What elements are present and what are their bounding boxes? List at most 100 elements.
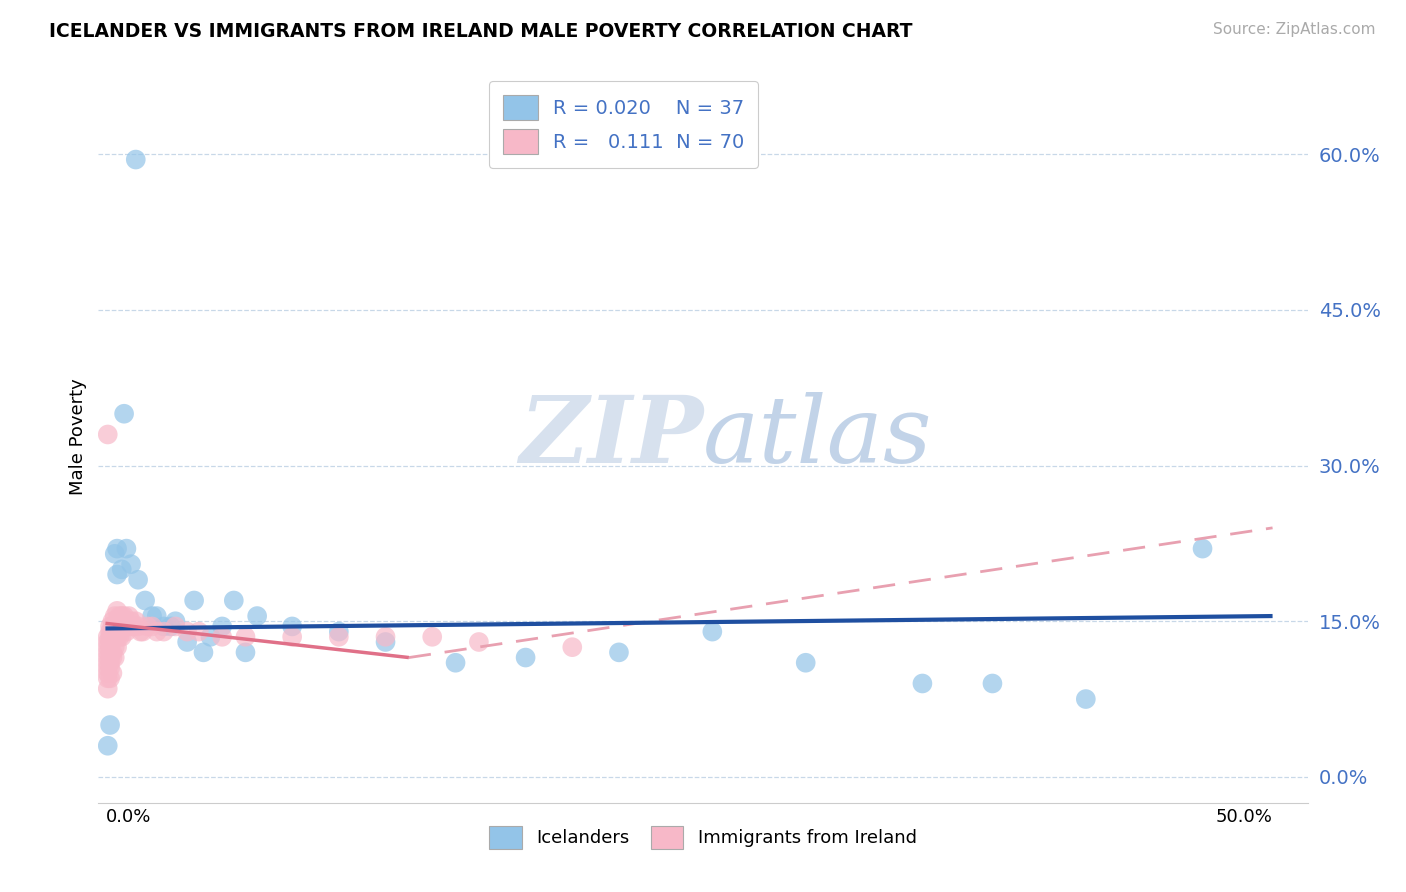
Point bbox=[911, 676, 934, 690]
Point bbox=[134, 593, 156, 607]
Point bbox=[98, 671, 121, 685]
Point bbox=[105, 604, 128, 618]
Point bbox=[101, 645, 124, 659]
Point bbox=[127, 573, 149, 587]
Point bbox=[97, 666, 120, 681]
Point bbox=[101, 630, 124, 644]
Point bbox=[129, 624, 152, 639]
Point bbox=[111, 630, 134, 644]
Point bbox=[105, 567, 128, 582]
Point bbox=[183, 593, 205, 607]
Point bbox=[120, 557, 142, 571]
Point bbox=[152, 624, 174, 639]
Point bbox=[118, 609, 141, 624]
Point bbox=[97, 640, 120, 655]
Point bbox=[108, 619, 131, 633]
Point bbox=[141, 609, 163, 624]
Point bbox=[97, 635, 120, 649]
Point bbox=[1074, 692, 1097, 706]
Point bbox=[374, 635, 396, 649]
Point bbox=[111, 562, 134, 576]
Point bbox=[97, 650, 120, 665]
Point bbox=[132, 624, 155, 639]
Point bbox=[1191, 541, 1213, 556]
Point bbox=[607, 645, 630, 659]
Point bbox=[105, 630, 128, 644]
Point bbox=[222, 593, 245, 607]
Point bbox=[127, 619, 149, 633]
Text: 0.0%: 0.0% bbox=[105, 808, 150, 826]
Point bbox=[246, 609, 269, 624]
Point bbox=[108, 630, 131, 644]
Point bbox=[374, 630, 396, 644]
Legend: Icelanders, Immigrants from Ireland: Icelanders, Immigrants from Ireland bbox=[482, 818, 924, 856]
Point bbox=[200, 630, 222, 644]
Point bbox=[120, 614, 142, 628]
Point bbox=[98, 640, 121, 655]
Point bbox=[97, 645, 120, 659]
Point bbox=[97, 671, 120, 685]
Point bbox=[235, 645, 257, 659]
Text: ZIP: ZIP bbox=[519, 392, 703, 482]
Point bbox=[444, 656, 467, 670]
Point bbox=[176, 635, 198, 649]
Point bbox=[152, 619, 174, 633]
Point bbox=[702, 624, 724, 639]
Point bbox=[981, 676, 1004, 690]
Point bbox=[165, 614, 187, 628]
Point bbox=[98, 624, 121, 639]
Point bbox=[104, 650, 127, 665]
Point bbox=[118, 619, 141, 633]
Y-axis label: Male Poverty: Male Poverty bbox=[69, 379, 87, 495]
Point bbox=[97, 661, 120, 675]
Point bbox=[98, 650, 121, 665]
Point bbox=[235, 630, 257, 644]
Point bbox=[98, 635, 121, 649]
Point bbox=[98, 656, 121, 670]
Point bbox=[104, 619, 127, 633]
Text: Source: ZipAtlas.com: Source: ZipAtlas.com bbox=[1212, 22, 1375, 37]
Point bbox=[125, 614, 148, 628]
Point bbox=[101, 650, 124, 665]
Point bbox=[105, 541, 128, 556]
Point bbox=[794, 656, 817, 670]
Point bbox=[105, 614, 128, 628]
Point bbox=[97, 681, 120, 696]
Point bbox=[111, 619, 134, 633]
Point bbox=[193, 645, 215, 659]
Point bbox=[125, 153, 148, 167]
Point bbox=[104, 630, 127, 644]
Point bbox=[468, 635, 491, 649]
Point bbox=[98, 718, 121, 732]
Point bbox=[159, 619, 181, 633]
Point bbox=[165, 619, 187, 633]
Point bbox=[281, 619, 304, 633]
Point bbox=[104, 547, 127, 561]
Point bbox=[141, 619, 163, 633]
Point bbox=[98, 645, 121, 659]
Point bbox=[101, 666, 124, 681]
Point bbox=[104, 609, 127, 624]
Point bbox=[187, 624, 209, 639]
Point bbox=[108, 609, 131, 624]
Point bbox=[328, 630, 350, 644]
Point bbox=[112, 609, 135, 624]
Point bbox=[515, 650, 537, 665]
Text: ICELANDER VS IMMIGRANTS FROM IRELAND MALE POVERTY CORRELATION CHART: ICELANDER VS IMMIGRANTS FROM IRELAND MAL… bbox=[49, 22, 912, 41]
Point bbox=[211, 630, 233, 644]
Point bbox=[105, 640, 128, 655]
Text: atlas: atlas bbox=[703, 392, 932, 482]
Point bbox=[97, 427, 120, 442]
Point bbox=[122, 619, 145, 633]
Point bbox=[101, 619, 124, 633]
Point bbox=[420, 630, 443, 644]
Point bbox=[101, 614, 124, 628]
Point bbox=[136, 619, 159, 633]
Point bbox=[112, 619, 135, 633]
Point bbox=[328, 624, 350, 639]
Point bbox=[561, 640, 583, 655]
Point bbox=[115, 624, 138, 639]
Point bbox=[115, 614, 138, 628]
Point bbox=[97, 656, 120, 670]
Point bbox=[101, 624, 124, 639]
